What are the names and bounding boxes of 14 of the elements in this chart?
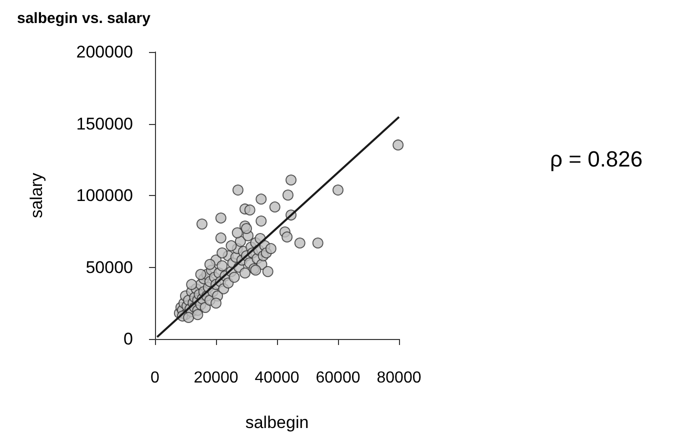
x-tick-label: 60000 — [316, 370, 360, 386]
y-tick-label: 100000 — [76, 186, 133, 205]
y-axis-title: salary — [27, 172, 46, 218]
text: ρ = 0.826 — [550, 146, 643, 172]
y-tick-label: 50000 — [86, 258, 133, 277]
x-tick-label: 20000 — [194, 370, 238, 386]
y-tick-label: 0 — [124, 330, 133, 348]
x-axis-title: salbegin — [245, 413, 309, 432]
x-tick-label: 40000 — [254, 370, 300, 386]
x-tick-label: 80000 — [376, 370, 422, 386]
chart-title: salbegin vs. salary — [17, 10, 152, 27]
y-tick-label: 150000 — [76, 114, 133, 134]
y-tick-label: 200000 — [76, 42, 133, 62]
x-tick-label: 0 — [150, 370, 160, 386]
